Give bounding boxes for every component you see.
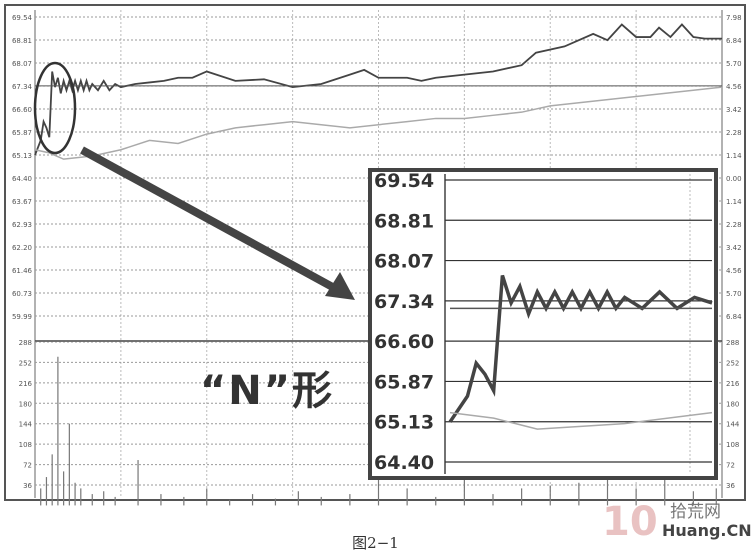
volume-tick-label: 72: [23, 462, 32, 470]
percent-tick-label: 7.98: [726, 14, 742, 22]
price-tick-label: 69.54: [12, 14, 33, 22]
percent-tick-label: 5.70: [726, 60, 742, 68]
price-tick-label: 62.20: [12, 244, 32, 252]
inset-tick-label: 64.40: [374, 452, 434, 474]
inset-average-line: [449, 411, 713, 430]
volume-tick-label-right: 36: [726, 482, 735, 490]
arrow-shaft: [80, 146, 340, 294]
price-tick-label: 60.73: [12, 290, 32, 298]
percent-tick-label: 4.56: [726, 83, 742, 91]
inset-tick-label: 65.87: [374, 371, 434, 393]
volume-tick-label: 36: [23, 482, 32, 490]
percent-tick-label: 3.42: [726, 244, 742, 252]
volume-tick-label-right: 252: [726, 359, 739, 367]
percent-tick-label: 2.28: [726, 129, 742, 137]
price-tick-label: 59.99: [12, 313, 32, 321]
volume-tick-label-right: 144: [726, 421, 740, 429]
price-tick-label: 68.07: [12, 60, 32, 68]
volume-tick-label-right: 288: [726, 339, 739, 347]
highlight-ellipse: [33, 61, 77, 155]
price-tick-label: 63.67: [12, 198, 32, 206]
inset-tick-label: 66.60: [374, 331, 434, 353]
percent-tick-label: 0.00: [726, 175, 742, 183]
watermark: 10 拾荒网 Huang.CN: [600, 497, 751, 547]
price-tick-label: 62.93: [12, 221, 32, 229]
volume-tick-label-right: 180: [726, 400, 739, 408]
percent-tick-label: 2.28: [726, 221, 742, 229]
inset-tick-label: 67.34: [374, 291, 434, 313]
price-tick-label: 65.87: [12, 129, 32, 137]
watermark-logo: 10: [602, 499, 658, 545]
percent-tick-label: 3.42: [726, 106, 742, 114]
price-tick-label: 65.13: [12, 152, 32, 160]
volume-tick-label: 108: [19, 441, 32, 449]
percent-tick-label: 6.84: [726, 313, 742, 321]
price-tick-label: 61.46: [12, 267, 33, 275]
inset-chart: 69.54 68.81 68.07 67.34 66.60 65.87 65.13 64.40: [368, 168, 718, 480]
watermark-url: Huang.CN: [662, 521, 751, 540]
volume-tick-label-right: 108: [726, 441, 739, 449]
price-tick-label: 68.81: [12, 37, 32, 45]
volume-tick-label-right: 216: [726, 380, 740, 388]
percent-tick-label: 5.70: [726, 290, 742, 298]
figure-caption: 图2−1: [352, 534, 399, 552]
volume-tick-label: 252: [19, 359, 32, 367]
inset-tick-label: 69.54: [374, 170, 434, 192]
percent-tick-label: 6.84: [726, 37, 742, 45]
volume-tick-label-right: 72: [726, 462, 735, 470]
average-line: [34, 86, 723, 160]
price-tick-label: 66.60: [12, 106, 32, 114]
price-tick-label: 67.34: [12, 83, 33, 91]
percent-tick-label: 1.14: [726, 198, 742, 206]
watermark-site: 拾荒网: [670, 502, 721, 522]
inset-tick-label: 68.07: [374, 251, 434, 273]
price-tick-label: 64.40: [12, 175, 32, 183]
inset-tick-label: 68.81: [374, 210, 434, 232]
inset-tick-label: 65.13: [374, 412, 434, 434]
volume-tick-label: 288: [19, 339, 32, 347]
volume-tick-label: 144: [19, 421, 33, 429]
n-shape-annotation: “N”形: [200, 368, 335, 414]
inset-frame: [368, 168, 718, 480]
intraday-chart: 69.54 7.98 68.81 6.84 68.07 5.70 67.34 4.56 66.6…: [4, 4, 746, 506]
percent-tick-label: 1.14: [726, 152, 742, 160]
arrow-head: [325, 272, 355, 300]
percent-tick-label: 4.56: [726, 267, 742, 275]
volume-tick-label: 180: [19, 400, 32, 408]
volume-tick-label: 216: [19, 380, 33, 388]
